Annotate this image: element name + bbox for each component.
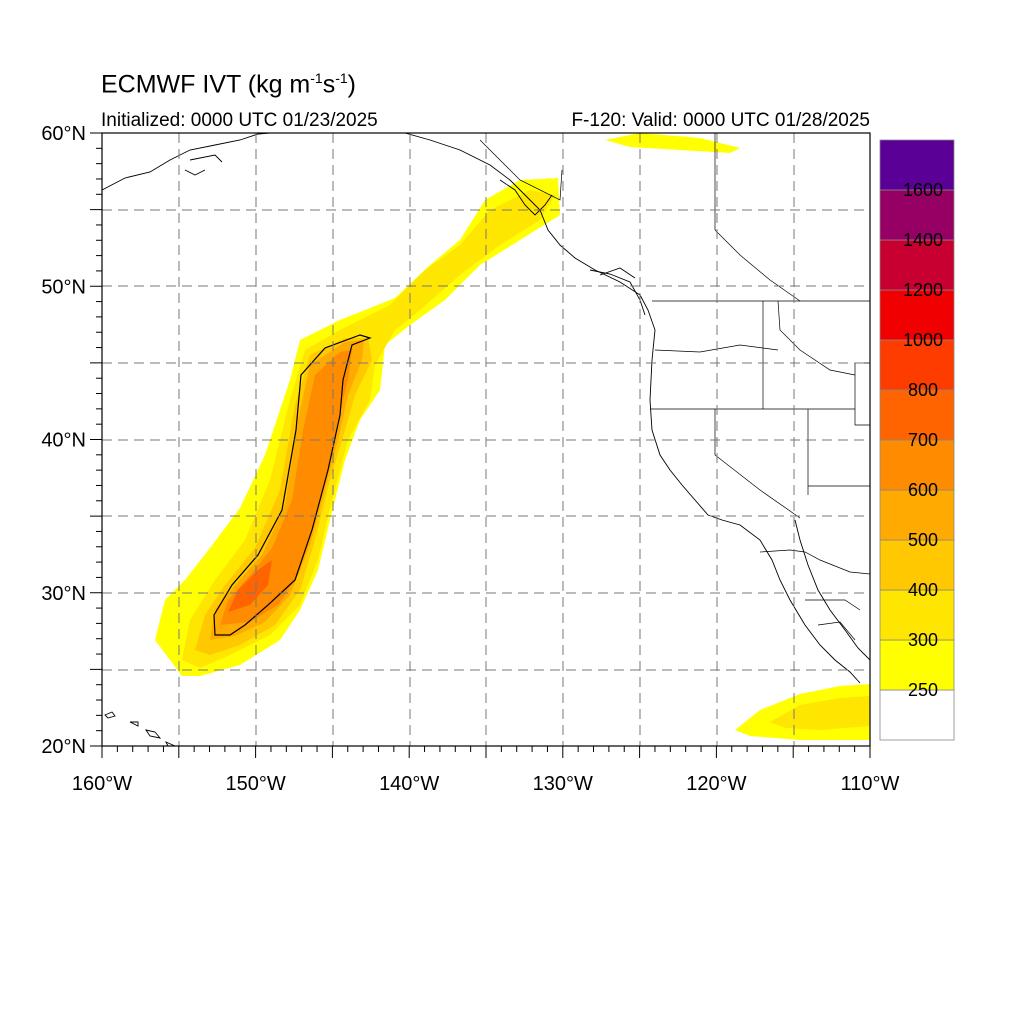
colorbar-swatch <box>879 389 955 441</box>
colorbar-swatch <box>879 489 955 541</box>
canada-coast-islands <box>589 267 646 316</box>
alaska-islands <box>184 154 553 216</box>
colorbar: 250 300 400 500 600 700 800 1000 1200 1400 1600 <box>879 139 955 741</box>
coastlines <box>102 133 870 746</box>
colorbar-label: 700 <box>908 430 938 450</box>
colorbar-swatch <box>879 139 955 191</box>
ca-nv-border <box>714 409 801 519</box>
colorbar-swatch <box>879 589 955 641</box>
colorbar-swatch <box>879 239 955 291</box>
colorbar-label: 300 <box>908 630 938 650</box>
colorbar-swatch <box>879 689 955 741</box>
us-mexico-border <box>759 549 870 575</box>
political-borders <box>479 133 870 641</box>
alaska-canada-border <box>479 139 563 201</box>
axis-ticks <box>90 132 871 758</box>
initialized-time: Initialized: 0000 UTC 01/23/2025 <box>101 110 378 131</box>
colorbar-swatch <box>879 439 955 491</box>
mexico-inland <box>805 599 861 641</box>
lon-tick-label: 140°W <box>379 773 439 795</box>
lon-tick-label: 120°W <box>686 773 746 795</box>
gridlines <box>102 133 870 746</box>
latitude-labels: 20°N 30°N 40°N 50°N 60°N <box>41 123 86 758</box>
colorbar-label: 600 <box>908 480 938 500</box>
lon-tick-label: 130°W <box>533 773 593 795</box>
colorbar-swatch <box>879 339 955 391</box>
map-title: ECMWF IVT (kg m-1s-1) <box>101 70 356 99</box>
colorbar-label: 1600 <box>903 180 943 200</box>
wa-or-border <box>654 344 779 353</box>
ivt-plume-700 <box>228 560 272 612</box>
colorbar-swatch <box>879 189 955 241</box>
wy-border <box>854 362 870 426</box>
ivt-patch-south-inner <box>770 696 870 730</box>
lat-tick-label: 60°N <box>41 123 86 145</box>
colorbar-label: 800 <box>908 380 938 400</box>
lon-tick-label: 110°W <box>841 773 900 795</box>
colorbar-label: 250 <box>908 680 938 700</box>
hawaii-islands <box>104 711 176 746</box>
lat-tick-label: 20°N <box>41 736 86 758</box>
lat-tick-label: 50°N <box>41 276 86 298</box>
lon-tick-label: 160°W <box>72 773 132 795</box>
colorbar-label: 500 <box>908 530 938 550</box>
lon-tick-label: 150°W <box>225 773 285 795</box>
ivt-contour-line <box>213 334 372 636</box>
alaska-panhandle-coast <box>404 133 861 684</box>
colorbar-label: 400 <box>908 580 938 600</box>
id-mt-border <box>777 300 856 376</box>
colorbar-swatch <box>879 539 955 591</box>
colorbar-label: 1400 <box>903 230 943 250</box>
lat-tick-label: 40°N <box>41 430 86 452</box>
valid-time: F-120: Valid: 0000 UTC 01/28/2025 <box>571 110 870 131</box>
ivt-shading <box>155 133 870 740</box>
colorbar-swatch <box>879 289 955 341</box>
baja-coast <box>794 519 870 661</box>
border-canada-inland <box>714 133 801 302</box>
longitude-labels: 160°W 150°W 140°W 130°W 120°W 110°W <box>72 773 900 795</box>
ivt-patch-north <box>605 133 740 153</box>
colorbar-label: 1200 <box>903 280 943 300</box>
lat-tick-label: 30°N <box>41 583 86 605</box>
alaska-coast <box>102 133 271 191</box>
ivt-plume-600 <box>220 350 352 625</box>
colorbar-label: 1000 <box>903 330 943 350</box>
